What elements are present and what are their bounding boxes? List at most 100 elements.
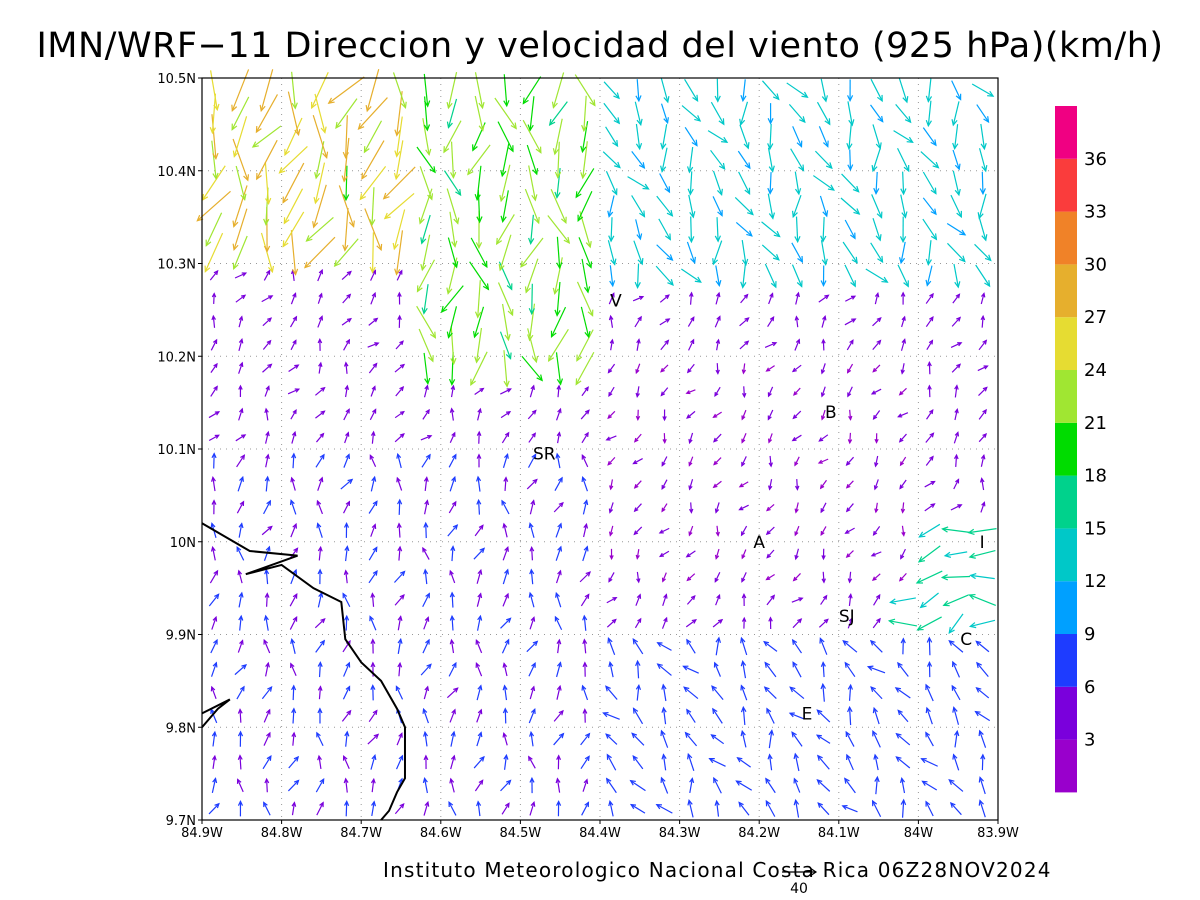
wind-vector bbox=[631, 195, 646, 218]
place-label: C bbox=[960, 630, 972, 650]
y-tick-label: 10.2N bbox=[157, 350, 196, 365]
wind-vector bbox=[393, 570, 406, 583]
wind-vector bbox=[395, 754, 404, 770]
wind-vector bbox=[529, 499, 536, 515]
wind-vector bbox=[605, 777, 617, 794]
wind-vector bbox=[978, 776, 986, 795]
wind-vector bbox=[792, 126, 803, 148]
wind-vector bbox=[211, 314, 217, 328]
wind-vector bbox=[681, 268, 702, 283]
wind-vector bbox=[446, 188, 460, 225]
wind-vector bbox=[359, 166, 387, 201]
wind-vector bbox=[715, 363, 720, 375]
wind-vector bbox=[606, 596, 618, 604]
wind-vector bbox=[423, 476, 429, 492]
wind-vector bbox=[251, 125, 282, 148]
wind-vector bbox=[237, 754, 243, 770]
wind-vector bbox=[741, 409, 747, 421]
wind-vector bbox=[476, 708, 483, 723]
y-tick-label: 9.9N bbox=[166, 629, 196, 644]
wind-vector bbox=[844, 318, 857, 326]
wind-vector bbox=[211, 140, 219, 180]
wind-vector bbox=[500, 143, 510, 178]
wind-vector bbox=[608, 386, 615, 398]
wind-vector bbox=[289, 315, 298, 328]
wind-vector bbox=[556, 754, 562, 770]
wind-vector bbox=[767, 753, 773, 771]
wind-vector bbox=[370, 523, 377, 537]
wind-vector bbox=[821, 338, 826, 351]
wind-vector bbox=[343, 777, 349, 793]
wind-vector bbox=[794, 315, 800, 328]
wind-vector bbox=[476, 592, 483, 607]
wind-vector bbox=[527, 453, 537, 468]
wind-vector bbox=[980, 123, 987, 151]
reference-vector: 40 bbox=[782, 867, 818, 897]
wind-vector bbox=[582, 708, 588, 723]
wind-vector bbox=[631, 732, 645, 746]
wind-vector bbox=[978, 433, 988, 443]
wind-vector bbox=[899, 776, 906, 794]
wind-vector bbox=[951, 101, 960, 127]
wind-vector bbox=[235, 294, 247, 303]
wind-vector bbox=[423, 352, 431, 386]
wind-vector bbox=[238, 591, 244, 608]
wind-vector bbox=[686, 241, 696, 265]
wind-vector bbox=[529, 384, 535, 398]
wind-vector bbox=[580, 593, 590, 607]
wind-vector bbox=[684, 731, 698, 747]
wind-vector bbox=[370, 291, 377, 305]
wind-vector bbox=[980, 453, 986, 467]
wind-vector bbox=[683, 686, 699, 700]
wind-vector bbox=[237, 639, 244, 653]
wind-vector bbox=[871, 573, 881, 582]
wind-vector bbox=[872, 124, 882, 150]
wind-vector bbox=[684, 79, 699, 102]
wind-vector bbox=[370, 777, 376, 793]
wind-vector bbox=[467, 144, 491, 176]
wind-vector bbox=[925, 265, 933, 287]
wind-vector bbox=[685, 550, 696, 558]
wind-vector bbox=[371, 800, 377, 817]
wind-vector bbox=[529, 568, 535, 585]
wind-vector bbox=[765, 573, 775, 581]
wind-vector bbox=[953, 478, 960, 490]
wind-vector bbox=[661, 503, 668, 513]
wind-vector bbox=[794, 338, 801, 351]
wind-vector bbox=[290, 230, 299, 276]
wind-vector bbox=[632, 295, 645, 302]
wind-vector bbox=[317, 545, 323, 561]
wind-vector bbox=[497, 121, 514, 153]
wind-vector bbox=[873, 171, 880, 195]
wind-vector bbox=[343, 500, 351, 514]
wind-vector bbox=[714, 315, 721, 328]
wind-vector bbox=[263, 638, 271, 654]
wind-vector bbox=[264, 592, 270, 607]
colorbar-label: 27 bbox=[1084, 307, 1107, 328]
wind-vector bbox=[712, 196, 723, 217]
coastline-path-south bbox=[201, 698, 231, 728]
wind-vector bbox=[342, 115, 349, 160]
wind-vector bbox=[315, 453, 325, 468]
wind-vector bbox=[608, 661, 614, 678]
wind-vector bbox=[819, 637, 828, 655]
wind-vector bbox=[282, 211, 305, 248]
wind-vector bbox=[632, 755, 644, 770]
wind-vector bbox=[363, 120, 383, 154]
wind-vector bbox=[474, 95, 485, 132]
wind-vector bbox=[952, 170, 961, 197]
wind-vector bbox=[740, 636, 748, 656]
wind-vector bbox=[603, 102, 621, 125]
wind-vector bbox=[765, 777, 776, 794]
wind-vector bbox=[476, 453, 482, 468]
wind-vector bbox=[741, 433, 747, 444]
wind-vector bbox=[317, 292, 323, 304]
wind-vector bbox=[687, 799, 694, 818]
wind-vector bbox=[900, 798, 907, 818]
wind-vector bbox=[978, 148, 988, 173]
colorbar-label: 33 bbox=[1084, 202, 1107, 223]
wind-vector bbox=[688, 338, 695, 351]
wind-vector bbox=[847, 432, 853, 445]
colorbar-label: 12 bbox=[1084, 571, 1107, 592]
